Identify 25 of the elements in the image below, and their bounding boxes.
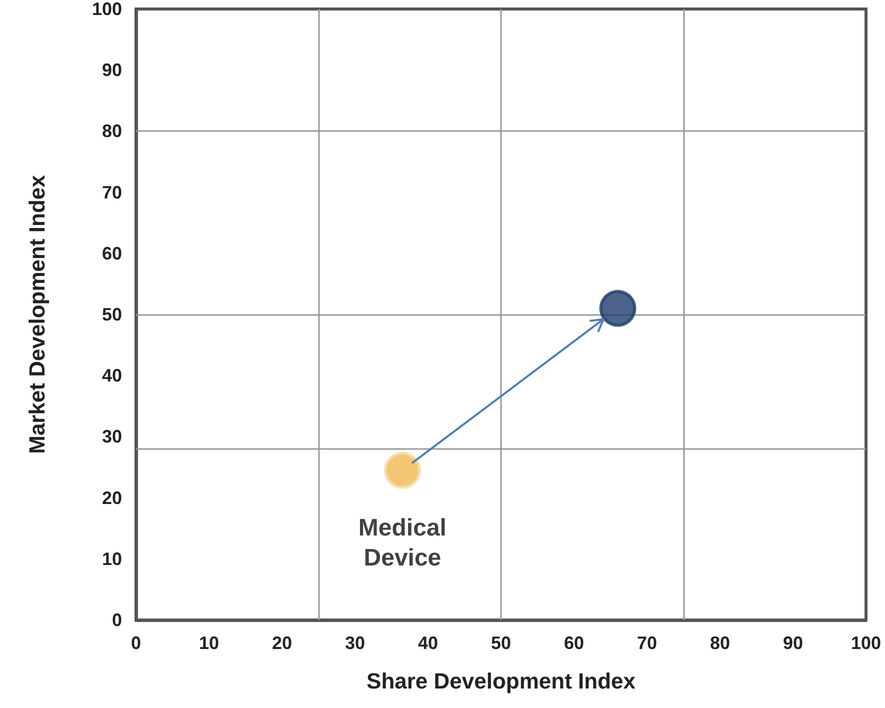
y-tick-label: 0 xyxy=(112,610,122,630)
x-tick-label: 30 xyxy=(344,633,366,653)
y-tick-label: 80 xyxy=(102,121,122,142)
y-tick-label: 30 xyxy=(102,426,122,447)
x-tick-label: 70 xyxy=(636,633,658,653)
x-tick-label: 50 xyxy=(490,633,512,653)
x-tick-label: 0 xyxy=(130,633,142,653)
x-tick-label: 40 xyxy=(418,633,438,653)
series-label: Medical Device xyxy=(358,514,446,572)
x-axis-title: Share Development Index xyxy=(366,668,636,694)
y-tick-label: 90 xyxy=(102,60,122,80)
y-tick-label: 60 xyxy=(102,243,122,264)
y-tick-label: 10 xyxy=(102,548,122,569)
x-tick-label: 20 xyxy=(272,633,292,653)
y-tick-label: 40 xyxy=(102,366,122,386)
x-tick-label: 10 xyxy=(198,633,220,653)
y-tick-label: 100 xyxy=(92,0,122,19)
x-tick-label: 60 xyxy=(564,633,584,653)
y-tick-label: 50 xyxy=(102,304,122,324)
x-tick-label: 100 xyxy=(850,633,882,653)
y-tick-label: 20 xyxy=(102,488,122,508)
y-axis-title: Market Development Index xyxy=(24,174,50,454)
x-tick-label: 80 xyxy=(710,633,730,653)
y-tick-label: 70 xyxy=(102,182,122,202)
x-tick-label: 90 xyxy=(782,633,804,653)
